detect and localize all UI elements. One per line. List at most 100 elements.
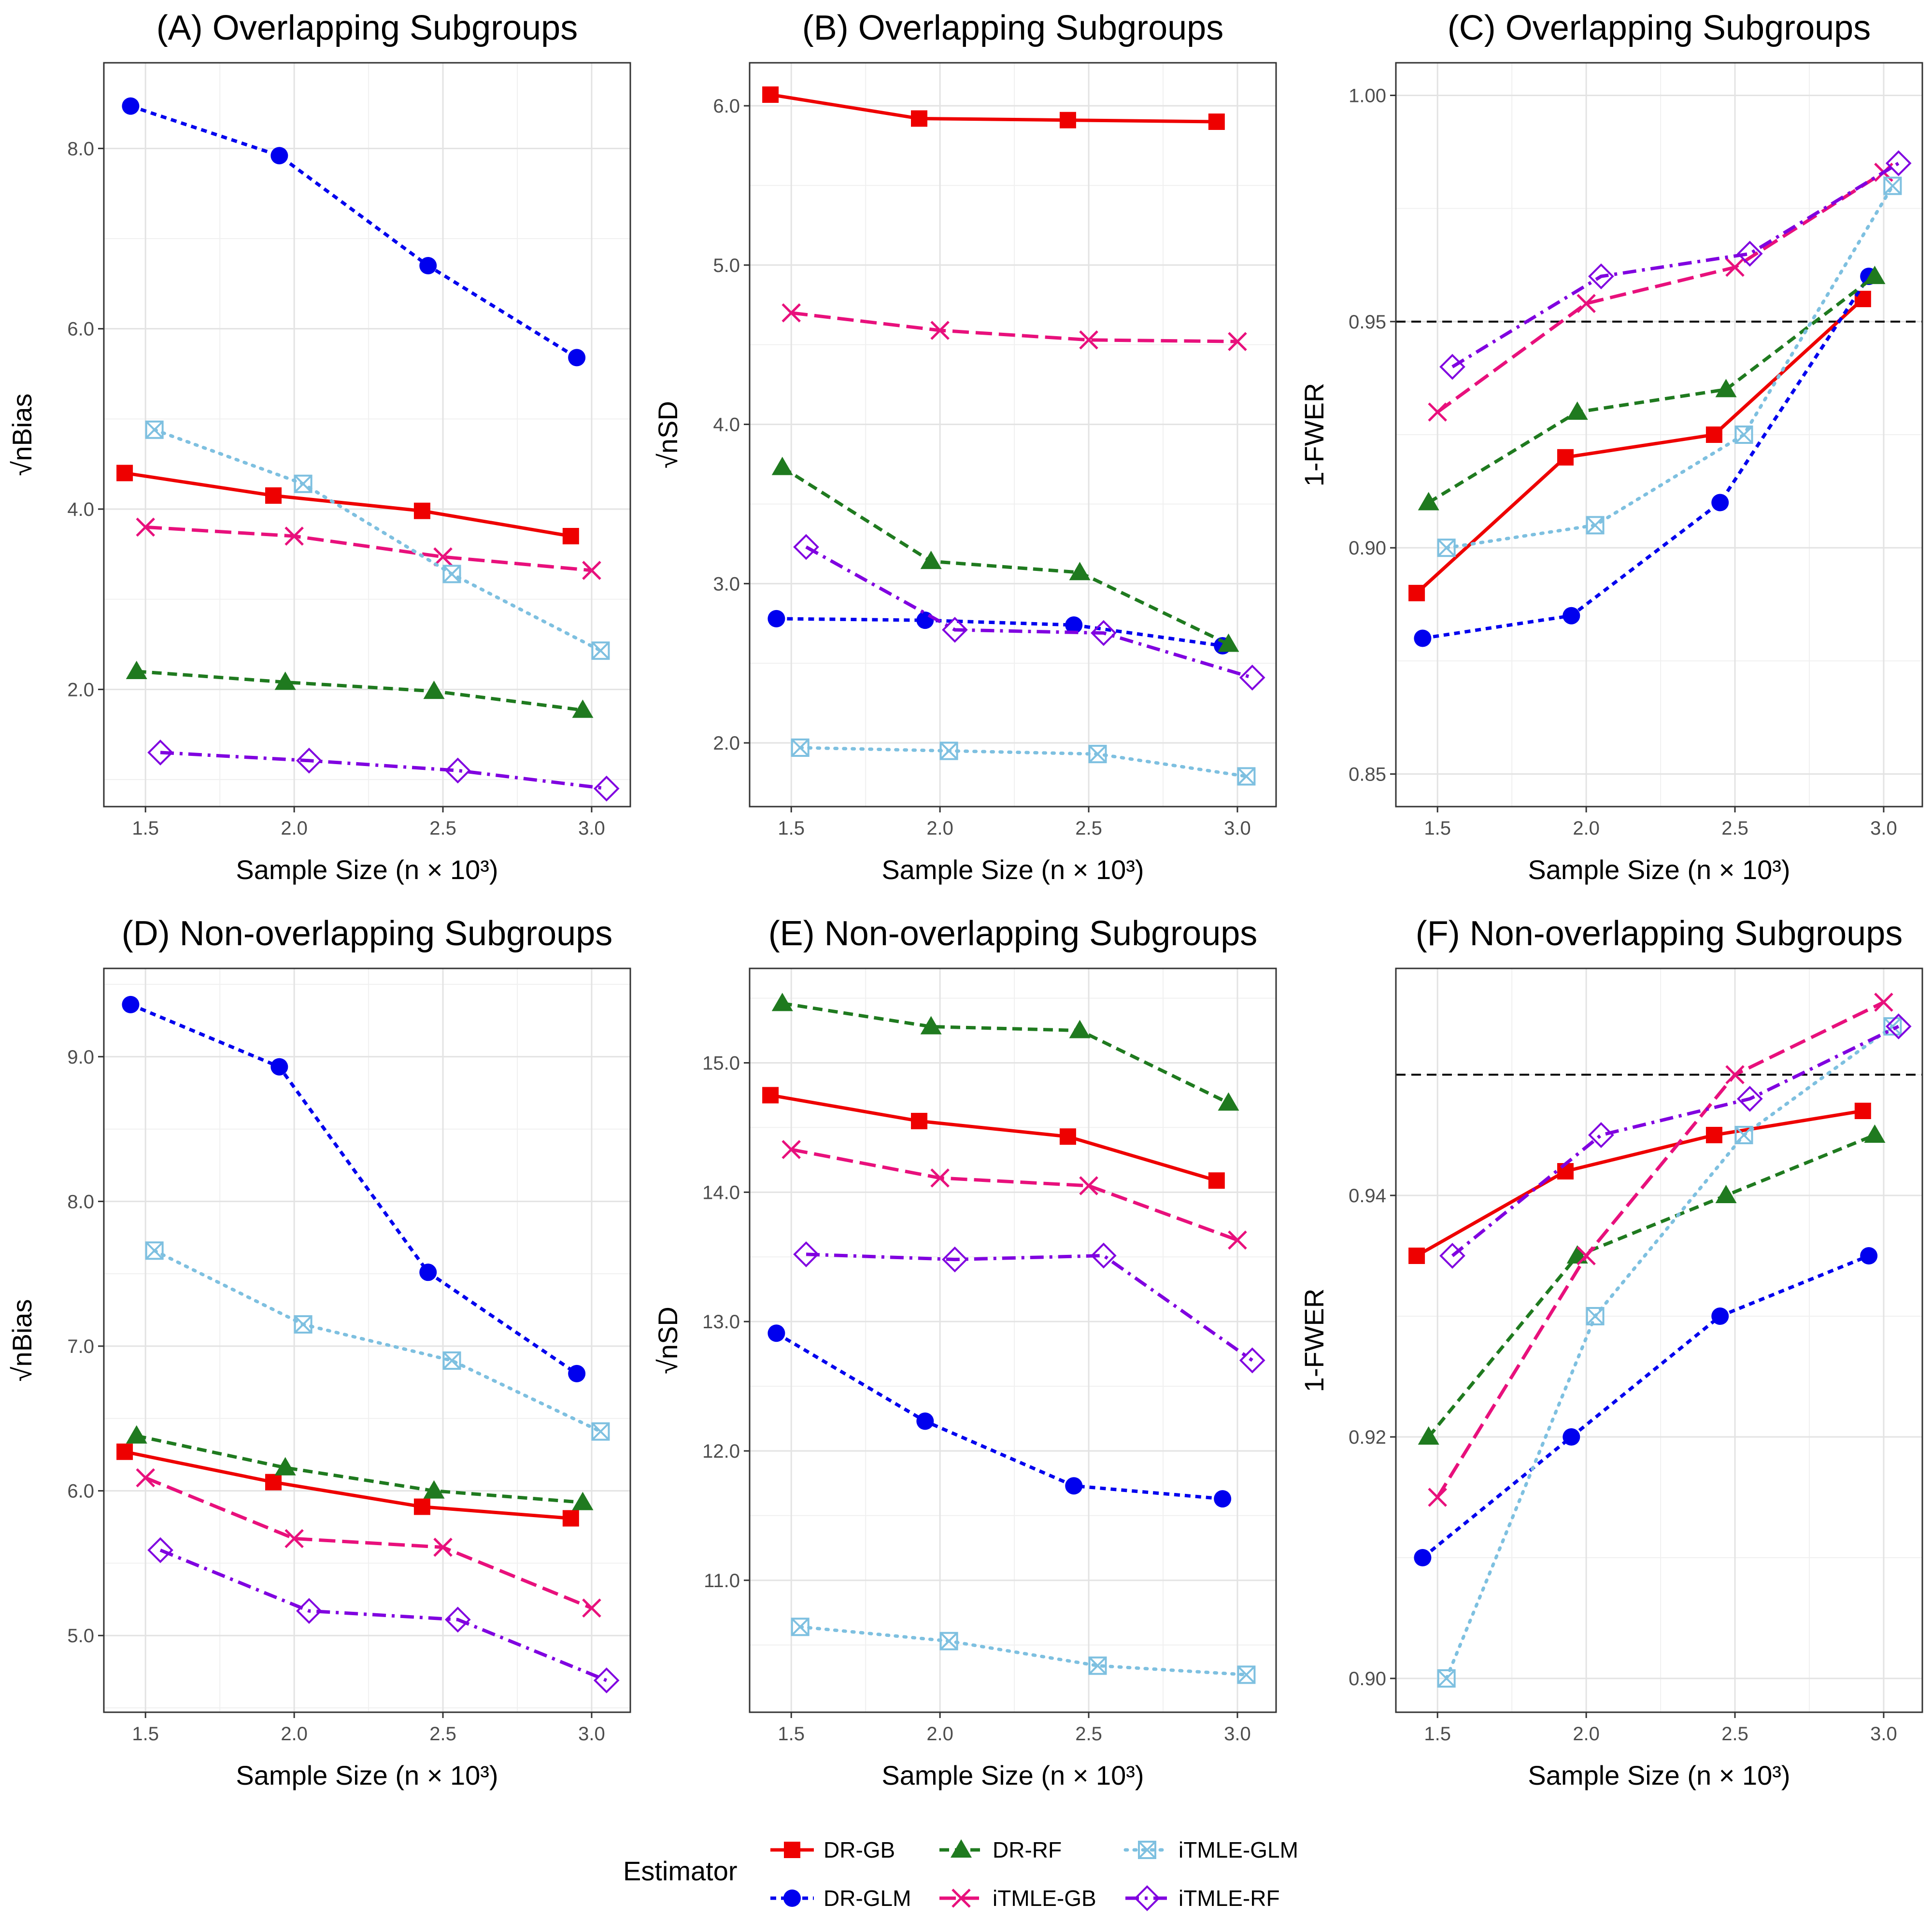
legend-label: DR-GB: [824, 1837, 895, 1862]
x-tick-label: 2.5: [1075, 1723, 1102, 1745]
series-line: [791, 1148, 1238, 1242]
data-point: [1090, 620, 1117, 646]
x-axis-title: Sample Size (n × 10³): [1528, 1760, 1790, 1790]
data-point: [1563, 607, 1580, 625]
legend-key-marker: [783, 1889, 801, 1907]
data-point: [116, 1443, 133, 1460]
series-line: [1451, 161, 1900, 369]
data-point: [1864, 266, 1886, 284]
data-point: [591, 641, 610, 660]
legend-label: iTMLE-GB: [993, 1886, 1096, 1911]
series-line: [153, 1249, 602, 1434]
data-point: [1218, 1092, 1239, 1111]
panel-title: (E) Non-overlapping Subgroups: [768, 914, 1258, 953]
legend-label: iTMLE-GLM: [1179, 1837, 1298, 1862]
series-dr-gb: [116, 1443, 579, 1527]
data-point: [791, 738, 810, 757]
y-tick-label: 15.0: [702, 1053, 740, 1074]
data-point: [1439, 1243, 1465, 1269]
data-point: [1208, 114, 1225, 130]
data-point: [767, 1324, 785, 1342]
data-point: [1885, 150, 1912, 176]
series-line: [124, 1450, 571, 1520]
series-line: [781, 466, 1229, 646]
y-axis-title: √nSD: [653, 1307, 683, 1374]
series-line: [791, 311, 1237, 343]
y-tick-label: 3.0: [713, 573, 740, 595]
data-point: [442, 565, 461, 583]
data-point: [444, 757, 471, 784]
data-point: [419, 257, 437, 274]
data-point: [582, 1598, 601, 1618]
series-itmle-glm: [145, 1241, 610, 1441]
series-line: [805, 545, 1253, 680]
legend-key-marker: [784, 1842, 800, 1858]
data-point: [433, 547, 453, 567]
panel-border: [1395, 967, 1923, 1713]
data-point: [920, 551, 942, 569]
series-dr-gb: [1408, 290, 1871, 601]
series-line: [130, 1003, 578, 1375]
legend-item: iTMLE-GLM: [1123, 1837, 1298, 1862]
data-point: [793, 534, 819, 560]
panel-f: 1.5 2.0 2.5 3.0 0.90 0.92 0.94 (F) Non-overlapp…: [1299, 914, 1923, 1790]
y-tick-label: 0.85: [1349, 764, 1386, 785]
data-point: [1563, 1428, 1580, 1446]
series-itmle-glm: [791, 738, 1256, 786]
data-point: [767, 610, 785, 627]
y-tick-label: 8.0: [67, 1191, 94, 1212]
series-line: [136, 669, 583, 712]
series-line: [1427, 1133, 1875, 1438]
data-point: [1418, 492, 1439, 511]
data-point: [265, 1474, 282, 1491]
data-point: [136, 517, 155, 537]
series-line: [1421, 1254, 1870, 1559]
data-point: [122, 97, 140, 115]
y-tick-label: 2.0: [713, 733, 740, 754]
x-tick-label: 3.0: [1224, 1723, 1251, 1745]
x-tick-label: 2.0: [926, 1723, 953, 1745]
data-point: [939, 741, 958, 760]
data-point: [1214, 1490, 1232, 1508]
data-point: [1208, 1172, 1225, 1189]
x-tick-label: 2.5: [429, 818, 456, 839]
data-point: [911, 1113, 928, 1130]
series-dr-glm: [122, 995, 586, 1382]
y-axis-title: √nBias: [7, 394, 37, 476]
data-point: [1736, 241, 1763, 267]
data-point: [1734, 1126, 1753, 1144]
x-tick-label: 2.5: [1721, 1723, 1748, 1745]
x-tick-label: 2.5: [1075, 818, 1102, 839]
data-point: [1228, 1230, 1247, 1250]
series-line: [153, 428, 602, 653]
data-point: [1088, 1656, 1107, 1675]
data-point: [593, 775, 620, 802]
data-point: [1736, 1086, 1763, 1112]
series-line: [136, 1434, 583, 1505]
legend-label: DR-GLM: [824, 1886, 911, 1911]
series-dr-rf: [126, 661, 594, 718]
y-tick-label: 8.0: [67, 138, 94, 159]
series-itmle-gb: [781, 303, 1247, 351]
x-tick-label: 2.0: [281, 1723, 308, 1745]
legend-item: DR-GB: [770, 1837, 895, 1862]
series-line: [1422, 275, 1871, 640]
x-tick-label: 2.0: [926, 818, 953, 839]
x-tick-label: 1.5: [132, 818, 159, 839]
data-point: [1557, 449, 1574, 466]
data-point: [1228, 332, 1247, 351]
data-point: [1239, 1347, 1265, 1374]
gridlines: [104, 968, 630, 1712]
series-line: [144, 1476, 593, 1610]
y-axis-title: √nBias: [7, 1299, 37, 1382]
data-point: [781, 303, 801, 323]
gridlines: [750, 63, 1276, 807]
x-axis-title: Sample Size (n × 10³): [236, 1760, 498, 1790]
series-line: [1415, 298, 1864, 595]
data-point: [1885, 1013, 1912, 1039]
y-axis-title: 1-FWER: [1299, 1289, 1329, 1392]
plot-background: [104, 63, 630, 807]
data-point: [1239, 665, 1265, 691]
series-dr-rf: [1418, 266, 1886, 511]
data-point: [274, 1457, 296, 1476]
